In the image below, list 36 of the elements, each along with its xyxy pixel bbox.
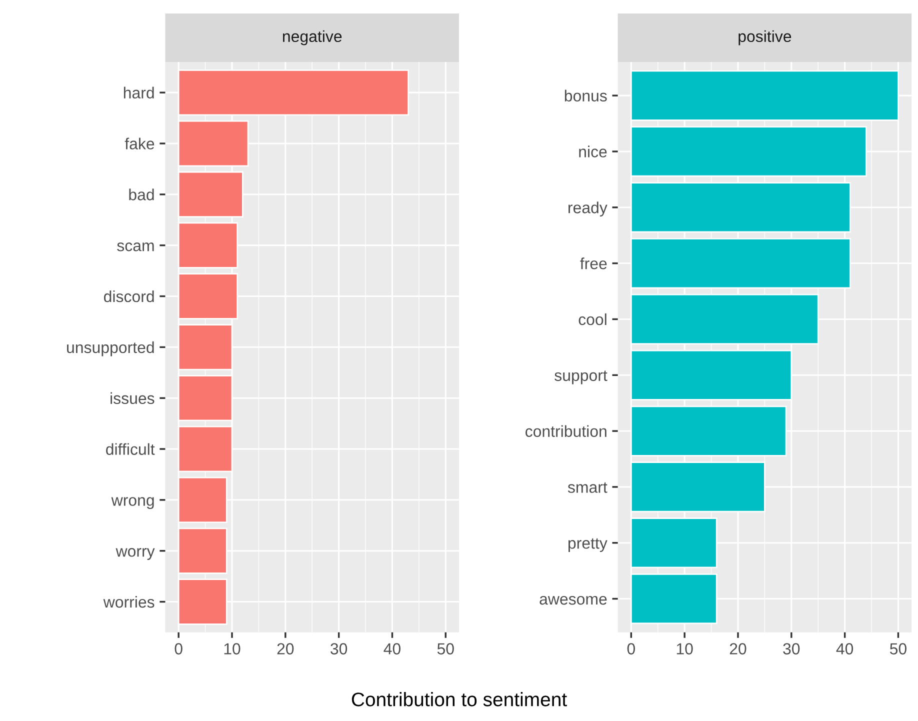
- y-tick-label: ready: [568, 202, 608, 216]
- y-tick-label: cool: [578, 313, 606, 326]
- y-tick-label: fake: [124, 138, 154, 150]
- chart-title: negative: [282, 30, 342, 46]
- y-tick-label: awesome: [540, 596, 607, 605]
- y-tick-label: contribution: [526, 425, 606, 437]
- y-tick-label: pretty: [568, 538, 608, 552]
- x-tick-label: 10: [676, 643, 693, 654]
- y-tick-label: worry: [116, 548, 155, 560]
- x-tick-label: 30: [783, 643, 800, 654]
- y-tick-label: smart: [568, 482, 608, 493]
- x-tick-label: 10: [224, 643, 240, 654]
- x-tick-label: 50: [437, 643, 454, 654]
- x-tick-label: 40: [384, 643, 400, 654]
- y-tick-label: bonus: [564, 90, 607, 102]
- x-tick-label: 0: [627, 643, 635, 654]
- y-tick-label: hard: [124, 86, 154, 99]
- y-tick-label: nice: [579, 146, 607, 158]
- y-tick-label: unsupported: [67, 341, 154, 356]
- x-tick-label: 0: [174, 643, 182, 654]
- y-tick-label: discord: [104, 290, 154, 302]
- x-tick-label: 40: [836, 643, 854, 654]
- y-tick-label: bad: [129, 188, 154, 200]
- chart-title: positive: [738, 30, 792, 46]
- y-tick-label: worries: [103, 596, 154, 608]
- x-axis-title: Contribution to sentiment: [352, 692, 567, 706]
- x-tick-label: 20: [730, 643, 746, 654]
- y-tick-label: scam: [117, 242, 154, 252]
- y-tick-label: free: [580, 258, 607, 270]
- x-tick-label: 50: [890, 643, 906, 654]
- x-tick-label: 30: [330, 643, 348, 654]
- y-tick-label: issues: [110, 392, 154, 404]
- y-tick-label: support: [554, 370, 608, 384]
- x-tick-label: 20: [277, 643, 294, 654]
- y-tick-label: wrong: [111, 497, 154, 510]
- y-tick-label: difficult: [106, 443, 155, 455]
